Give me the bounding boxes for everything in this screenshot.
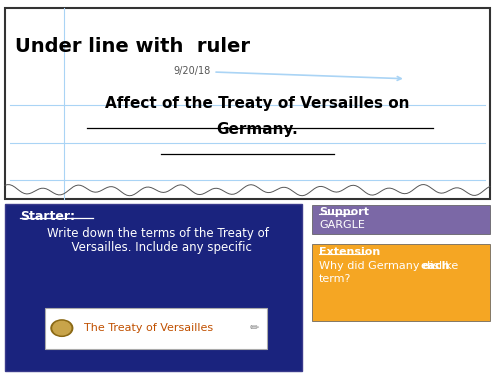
Text: Why did Germany dislike: Why did Germany dislike bbox=[319, 261, 462, 271]
Text: Under line with  ruler: Under line with ruler bbox=[15, 38, 250, 57]
Circle shape bbox=[53, 321, 71, 335]
Text: ✏: ✏ bbox=[250, 323, 260, 333]
Text: term?: term? bbox=[319, 274, 352, 285]
FancyBboxPatch shape bbox=[312, 205, 490, 234]
Text: GARGLE: GARGLE bbox=[319, 220, 365, 231]
FancyBboxPatch shape bbox=[312, 244, 490, 321]
Text: Extension: Extension bbox=[319, 247, 380, 257]
FancyBboxPatch shape bbox=[44, 308, 267, 349]
Text: each: each bbox=[420, 261, 450, 271]
Text: Support: Support bbox=[319, 207, 369, 217]
Text: Affect of the Treaty of Versailles on: Affect of the Treaty of Versailles on bbox=[105, 96, 410, 111]
Text: Germany.: Germany. bbox=[216, 122, 298, 137]
Circle shape bbox=[51, 320, 72, 336]
Text: The Treaty of Versailles: The Treaty of Versailles bbox=[76, 323, 213, 333]
Text: Versailles. Include any specific: Versailles. Include any specific bbox=[64, 241, 252, 254]
Text: Write down the terms of the Treaty of: Write down the terms of the Treaty of bbox=[48, 227, 270, 240]
FancyBboxPatch shape bbox=[5, 8, 490, 199]
Text: Starter:: Starter: bbox=[20, 210, 75, 223]
Text: 9/20/18: 9/20/18 bbox=[173, 66, 401, 80]
FancyBboxPatch shape bbox=[5, 204, 302, 371]
